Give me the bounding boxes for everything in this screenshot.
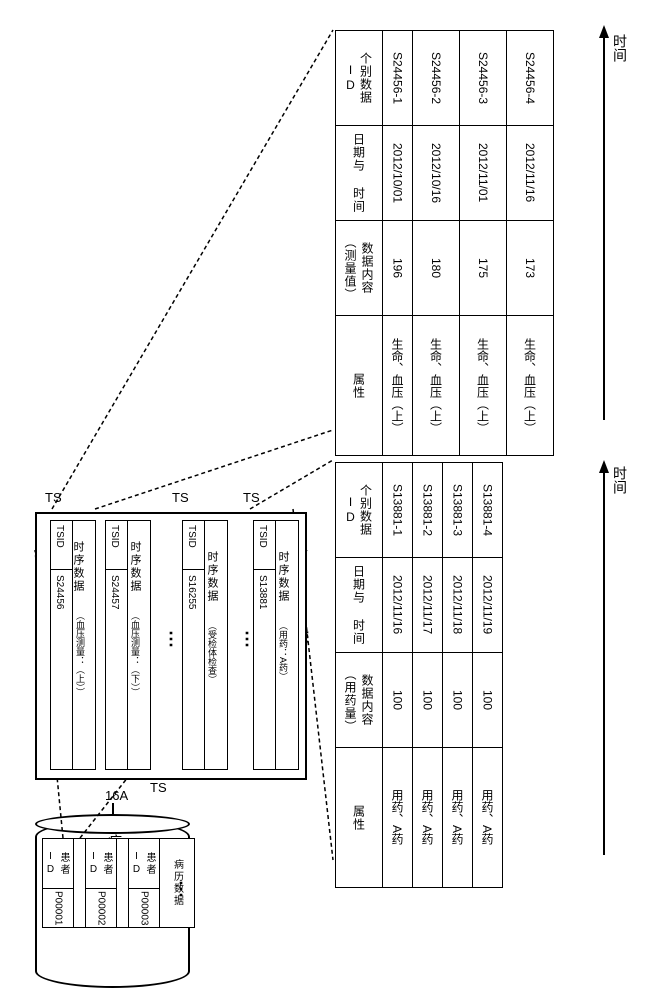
table-cell: S13881-4 <box>473 463 503 558</box>
ts-desc1: 时序数据 <box>129 541 141 593</box>
tsid-label: TSID <box>54 525 65 548</box>
tsid-value: S16255 <box>186 575 197 609</box>
table-cell: 用药、A药 <box>413 748 443 888</box>
tsid-value: S24456 <box>54 575 65 609</box>
table-cell: 2012/11/18 <box>443 558 473 653</box>
table-cell: S13881-3 <box>443 463 473 558</box>
table-cell: S24456-4 <box>507 31 554 126</box>
tsid-label: TSID <box>257 525 268 548</box>
ts-label: TS <box>243 490 260 505</box>
table-cell: S13881-1 <box>383 463 413 558</box>
table-cell: 100 <box>473 653 503 748</box>
ts-label: TS <box>150 780 167 795</box>
table-cell: 100 <box>383 653 413 748</box>
ts-block-1: TSID S24456 时序数据 （血压测量：（上）） <box>50 520 96 770</box>
ts-block-3: TSID S16255 时序数据 （受检体检查） <box>182 520 228 770</box>
table-cell: 100 <box>443 653 473 748</box>
tsid-label: TSID <box>109 525 120 548</box>
table-cell: 2012/11/19 <box>473 558 503 653</box>
col-header: 个别数据 ID <box>336 463 383 558</box>
ts-desc2: （血压测量：（上）） <box>74 611 87 697</box>
table-cell: 2012/10/16 <box>413 126 460 221</box>
tsid-value: S24457 <box>109 575 120 609</box>
ellipsis-icon: ⋯ <box>300 630 316 644</box>
detail-table-bottom: 个别数据 ID S13881-1 S13881-2 S13881-3 S1388… <box>335 462 503 888</box>
table-cell: 生命、血压（上） <box>413 316 460 456</box>
ts-desc2: （用药：A药） <box>277 621 290 681</box>
table-cell: 2012/11/16 <box>383 558 413 653</box>
ts-desc2: （血压测量：（下）） <box>129 611 142 697</box>
ts-desc1: 时序数据 <box>72 541 84 593</box>
col-header: 数据内容 （测量值） <box>336 221 383 316</box>
ts-block-2: TSID S24457 时序数据 （血压测量：（下）） <box>105 520 151 770</box>
ts-desc1: 时序数据 <box>277 551 289 603</box>
table-cell: S24456-1 <box>383 31 413 126</box>
detail-table-top: 个别数据 ID S24456-1 S24456-2 S24456-3 S2445… <box>335 30 554 456</box>
col-header: 属性 <box>336 748 383 888</box>
col-header: 日期与 时间 <box>336 558 383 653</box>
table-cell: 196 <box>383 221 413 316</box>
table-cell: 生命、血压（上） <box>460 316 507 456</box>
ts-block-4: TSID S13881 时序数据 （用药：A药） <box>253 520 299 770</box>
table-cell: 用药、A药 <box>443 748 473 888</box>
table-cell: 173 <box>507 221 554 316</box>
col-header: 日期与 时间 <box>336 126 383 221</box>
time-axis-label: 时间 <box>610 466 630 494</box>
table-cell: 生命、血压（上） <box>383 316 413 456</box>
table-cell: S24456-3 <box>460 31 507 126</box>
table-cell: 生命、血压（上） <box>507 316 554 456</box>
table-cell: 2012/10/01 <box>383 126 413 221</box>
tsid-label: TSID <box>186 525 197 548</box>
table-cell: 100 <box>413 653 443 748</box>
table-cell: 用药、A药 <box>473 748 503 888</box>
col-header: 个别数据 ID <box>336 31 383 126</box>
time-axis-label: 时间 <box>610 34 630 62</box>
table-cell: 2012/11/16 <box>507 126 554 221</box>
table-cell: 2012/11/17 <box>413 558 443 653</box>
table-cell: 用药、A药 <box>383 748 413 888</box>
ellipsis-icon: ⋯ <box>160 630 182 648</box>
table-cell: S13881-2 <box>413 463 443 558</box>
ts-desc2: （受检体检查） <box>206 621 219 684</box>
table-cell: S24456-2 <box>413 31 460 126</box>
col-header: 属性 <box>336 316 383 456</box>
ts-label: TS <box>45 490 62 505</box>
ts-label: TS <box>172 490 189 505</box>
tsid-value: S13881 <box>257 575 268 609</box>
table-cell: 175 <box>460 221 507 316</box>
table-cell: 180 <box>413 221 460 316</box>
col-header: 数据内容 （用药量） <box>336 653 383 748</box>
table-cell: 2012/11/01 <box>460 126 507 221</box>
ts-desc1: 时序数据 <box>206 551 218 603</box>
